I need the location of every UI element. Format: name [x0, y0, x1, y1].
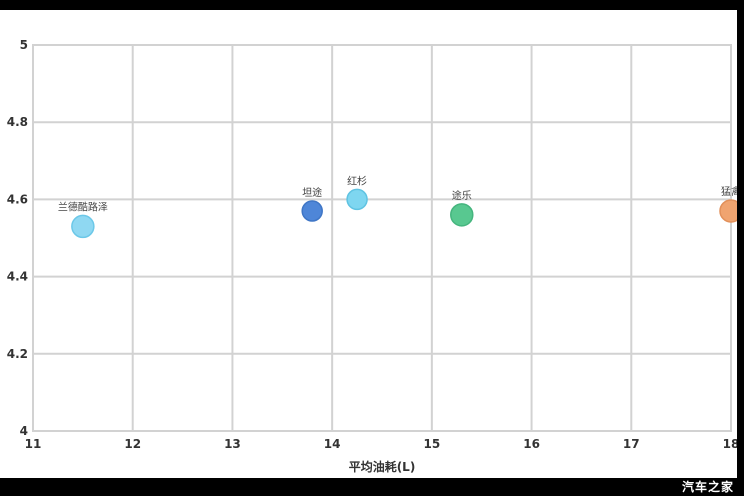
- x-tick-label: 16: [523, 437, 540, 451]
- x-tick-label: 18: [723, 437, 740, 451]
- data-point[interactable]: [346, 188, 368, 211]
- right-border: [737, 0, 744, 496]
- top-border: [0, 0, 744, 10]
- data-point[interactable]: [71, 214, 95, 239]
- data-point[interactable]: [450, 203, 474, 227]
- data-point-label: 坦途: [302, 186, 322, 199]
- y-tick-label: 4.8: [7, 115, 28, 129]
- data-point[interactable]: [301, 200, 323, 222]
- x-tick-label: 13: [224, 437, 241, 451]
- plot-border: [32, 44, 732, 432]
- x-tick-label: 14: [324, 437, 341, 451]
- x-tick-label: 17: [623, 437, 640, 451]
- x-tick-label: 11: [25, 437, 42, 451]
- y-tick-label: 4.4: [7, 270, 28, 284]
- y-tick-label: 4.2: [7, 347, 28, 361]
- data-point-label: 红杉: [347, 174, 367, 187]
- data-point-label: 途乐: [452, 189, 472, 202]
- bottom-border: 汽车之家: [0, 478, 744, 496]
- watermark-logo: 汽车之家: [681, 480, 734, 494]
- y-tick-label: 4: [20, 424, 28, 438]
- x-axis-title: 平均油耗(L): [348, 460, 416, 474]
- data-point-label: 猛禽: [721, 185, 741, 198]
- x-tick-label: 12: [124, 437, 141, 451]
- x-tick-label: 15: [424, 437, 441, 451]
- y-tick-label: 4.6: [7, 192, 28, 206]
- y-tick-label: 5: [20, 38, 28, 52]
- data-point-label: 兰德酷路泽: [58, 200, 108, 213]
